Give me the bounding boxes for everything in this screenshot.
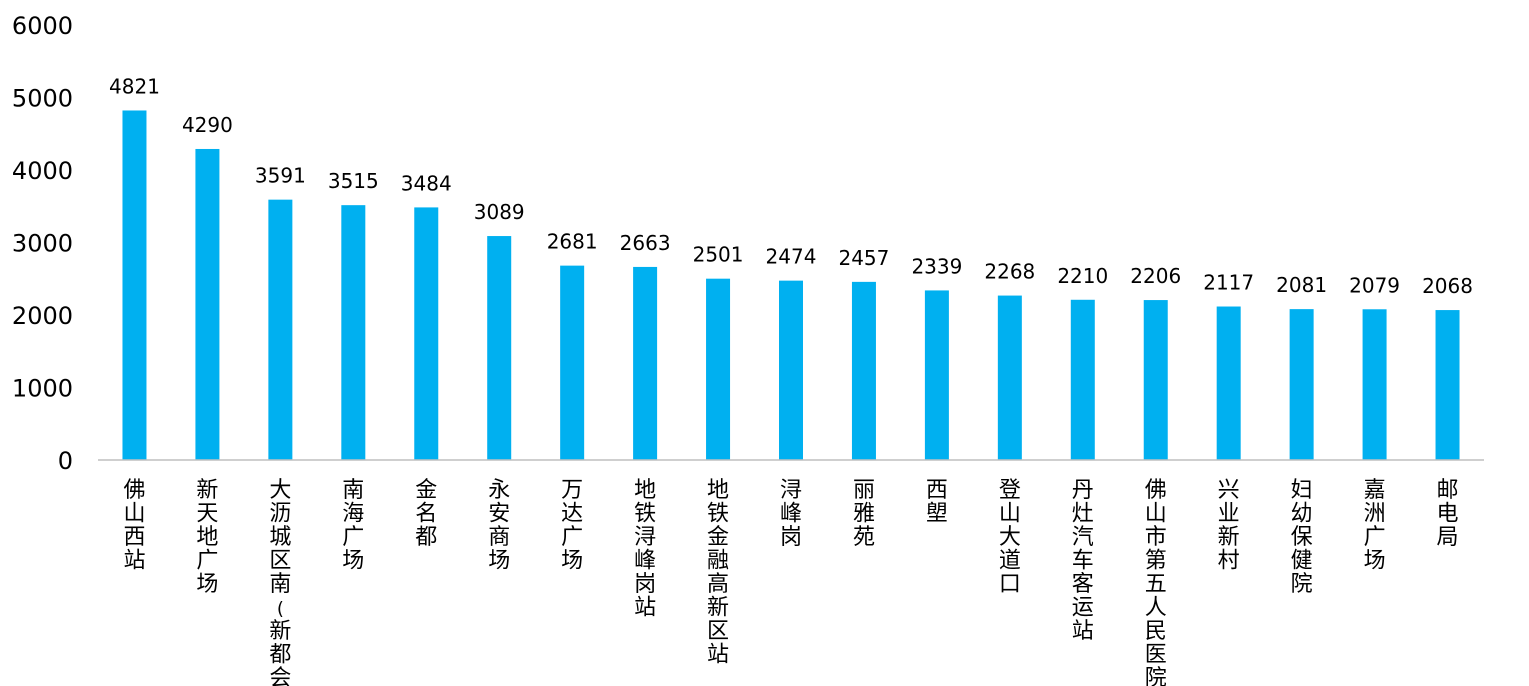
y-tick-label: 1000 (12, 375, 73, 403)
y-tick-label: 4000 (12, 157, 73, 185)
value-label: 2339 (911, 254, 962, 278)
x-category-label: 地铁浔峰岗站 (634, 478, 656, 621)
value-label: 4290 (182, 113, 233, 137)
value-label: 4821 (109, 74, 160, 98)
x-category-label: 佛山市第五人民医院 (1145, 478, 1167, 686)
value-label: 2457 (838, 246, 889, 270)
bar (268, 199, 293, 460)
x-category-label: 西塱 (926, 478, 948, 527)
bar (1435, 310, 1460, 460)
bar (122, 110, 147, 460)
y-tick-label: 0 (58, 447, 73, 475)
bar (1362, 309, 1387, 460)
value-label: 2663 (620, 231, 671, 255)
bar (560, 265, 585, 460)
bar (706, 278, 731, 460)
x-category-label: 登山大道口 (999, 478, 1021, 597)
bar (997, 295, 1022, 460)
x-category-label: 邮电局 (1437, 478, 1459, 550)
value-label: 3089 (474, 200, 525, 224)
y-tick-label: 6000 (12, 12, 73, 40)
value-label: 3484 (401, 171, 452, 195)
bar (779, 280, 803, 460)
value-label: 2068 (1422, 274, 1473, 298)
bar (341, 205, 366, 460)
x-category-label: 妇幼保健院 (1291, 478, 1313, 597)
x-category-label: 丽雅苑 (853, 478, 875, 550)
x-category-label: 大沥城区南(新都会) (269, 478, 291, 686)
bar (1070, 299, 1095, 460)
bar (487, 236, 512, 460)
y-tick-label: 2000 (12, 302, 73, 330)
bar (1289, 309, 1314, 460)
x-category-label: 南海广场 (342, 478, 364, 574)
x-category-label: 新天地广场 (196, 478, 218, 597)
x-axis-category-labels: 佛山西站 新天地广场 大沥城区南(新都会) 南海广场 金名都 永安商场 万达广场 地铁浔峰岗站… (123, 478, 1458, 686)
y-tick-label: 5000 (12, 85, 73, 113)
value-label: 2117 (1203, 271, 1254, 295)
x-category-label: 地铁金融高新区站 (707, 478, 729, 668)
value-label: 2079 (1349, 273, 1400, 297)
x-category-label: 兴业新村 (1218, 478, 1240, 574)
bar (414, 207, 439, 460)
bar (924, 290, 949, 460)
bar (195, 148, 220, 460)
value-label: 2081 (1276, 273, 1327, 297)
x-category-label: 浔峰岗 (780, 478, 802, 550)
x-category-label: 永安商场 (488, 478, 510, 574)
value-labels: 4821 4290 3591 3515 3484 3089 2681 2663 2501 2474… (109, 74, 1473, 298)
x-category-label: 丹灶汽车客运站 (1072, 478, 1094, 644)
bar (1216, 306, 1241, 460)
value-label: 2268 (984, 260, 1035, 284)
bar (851, 281, 876, 460)
bar (1143, 300, 1168, 460)
value-label: 3591 (255, 164, 306, 188)
value-label: 3515 (328, 169, 379, 193)
value-label: 2474 (766, 245, 817, 269)
value-label: 2210 (1057, 264, 1108, 288)
x-category-label: 万达广场 (561, 478, 583, 574)
value-label: 2206 (1130, 264, 1181, 288)
x-category-label: 嘉洲广场 (1364, 478, 1386, 574)
x-category-label: 金名都 (415, 478, 437, 550)
bars (122, 110, 1460, 460)
value-label: 2501 (693, 243, 744, 267)
bar (633, 266, 658, 460)
y-tick-label: 3000 (12, 230, 73, 258)
x-category-label: 佛山西站 (123, 478, 145, 574)
value-label: 2681 (547, 230, 598, 254)
y-axis-tick-labels: 0 1000 2000 3000 4000 5000 6000 (12, 12, 73, 475)
